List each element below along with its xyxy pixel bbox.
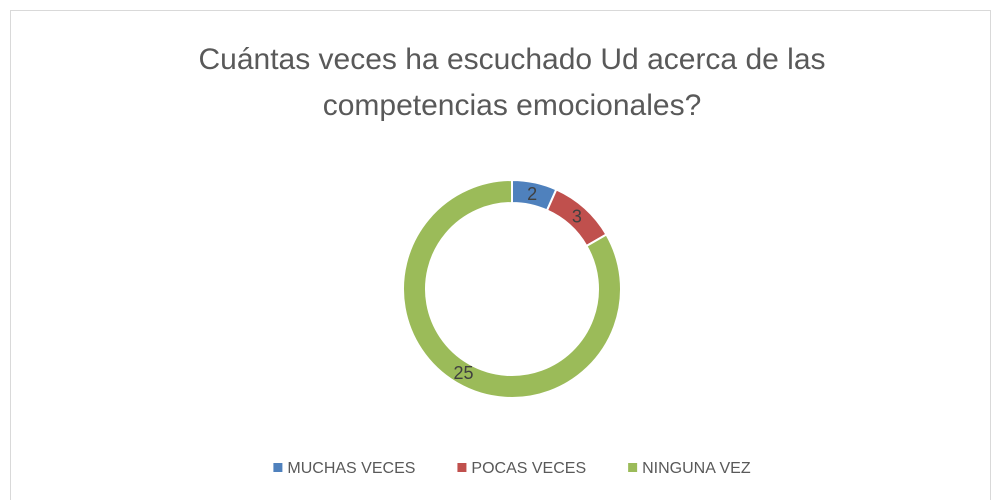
legend-label: MUCHAS VECES [287, 460, 415, 477]
legend-swatch [273, 463, 283, 472]
data-label: 2 [527, 184, 537, 204]
data-label: 3 [572, 207, 582, 227]
legend-swatch [457, 463, 467, 472]
donut-segment [402, 178, 622, 399]
legend-label: NINGUNA VEZ [642, 460, 751, 477]
legend-label: POCAS VECES [471, 460, 586, 477]
data-label: 25 [453, 363, 473, 383]
chart-frame [10, 10, 991, 500]
chart-title: competencias emocionales? [323, 89, 702, 122]
legend-swatch [628, 463, 638, 472]
chart-title: Cuántas veces ha escuchado Ud acerca de … [198, 43, 825, 76]
